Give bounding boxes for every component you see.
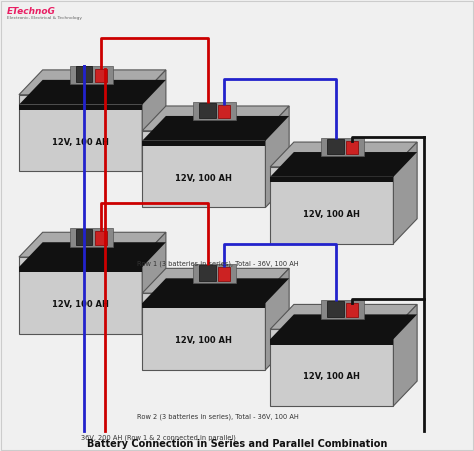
- Polygon shape: [142, 70, 166, 171]
- FancyBboxPatch shape: [200, 102, 216, 118]
- Polygon shape: [142, 303, 265, 308]
- Text: 12V, 100 AH: 12V, 100 AH: [52, 138, 109, 147]
- FancyBboxPatch shape: [346, 304, 358, 317]
- Polygon shape: [19, 242, 166, 267]
- FancyBboxPatch shape: [346, 141, 358, 154]
- FancyBboxPatch shape: [328, 301, 344, 317]
- FancyBboxPatch shape: [218, 105, 230, 118]
- Polygon shape: [270, 304, 417, 329]
- Polygon shape: [19, 80, 166, 105]
- Polygon shape: [142, 131, 265, 207]
- Text: Row 1 (3 batteries in series), Total - 36V, 100 AH: Row 1 (3 batteries in series), Total - 3…: [137, 261, 299, 267]
- Polygon shape: [142, 232, 166, 334]
- FancyBboxPatch shape: [95, 69, 107, 82]
- FancyBboxPatch shape: [76, 66, 92, 82]
- FancyBboxPatch shape: [193, 264, 236, 283]
- FancyBboxPatch shape: [95, 231, 107, 244]
- Text: 12V, 100 AH: 12V, 100 AH: [175, 336, 232, 345]
- FancyBboxPatch shape: [200, 265, 216, 281]
- Text: 12V, 100 AH: 12V, 100 AH: [175, 174, 232, 183]
- Polygon shape: [142, 141, 265, 146]
- FancyBboxPatch shape: [328, 138, 344, 154]
- Polygon shape: [142, 116, 289, 141]
- FancyBboxPatch shape: [70, 65, 113, 84]
- Polygon shape: [19, 232, 166, 257]
- Polygon shape: [19, 257, 142, 334]
- Text: ETechnoG: ETechnoG: [7, 7, 56, 16]
- Polygon shape: [270, 142, 417, 167]
- Polygon shape: [270, 167, 393, 244]
- Text: Electronic, Electrical & Technology: Electronic, Electrical & Technology: [7, 16, 82, 20]
- Polygon shape: [142, 293, 265, 370]
- FancyBboxPatch shape: [321, 300, 364, 319]
- Polygon shape: [19, 105, 142, 110]
- Polygon shape: [270, 152, 417, 177]
- Polygon shape: [142, 278, 289, 303]
- FancyBboxPatch shape: [70, 228, 113, 247]
- Text: Row 2 (3 batteries in series), Total - 36V, 100 AH: Row 2 (3 batteries in series), Total - 3…: [137, 414, 299, 420]
- FancyBboxPatch shape: [218, 267, 230, 281]
- FancyBboxPatch shape: [193, 101, 236, 120]
- Polygon shape: [142, 106, 289, 131]
- FancyBboxPatch shape: [76, 229, 92, 244]
- Text: 12V, 100 AH: 12V, 100 AH: [303, 372, 360, 381]
- Polygon shape: [19, 267, 142, 272]
- Polygon shape: [265, 106, 289, 207]
- Polygon shape: [19, 95, 142, 171]
- Polygon shape: [265, 268, 289, 370]
- Text: 36V, 200 AH (Row 1 & 2 connected in parallel): 36V, 200 AH (Row 1 & 2 connected in para…: [81, 434, 236, 441]
- Polygon shape: [270, 329, 393, 406]
- Polygon shape: [142, 268, 289, 293]
- Polygon shape: [393, 142, 417, 244]
- Polygon shape: [19, 70, 166, 95]
- Text: Battery Connection in Series and Parallel Combination: Battery Connection in Series and Paralle…: [87, 439, 387, 449]
- Polygon shape: [270, 339, 393, 345]
- Polygon shape: [393, 304, 417, 406]
- Text: 12V, 100 AH: 12V, 100 AH: [303, 210, 360, 219]
- Polygon shape: [270, 177, 393, 182]
- Text: 12V, 100 AH: 12V, 100 AH: [52, 300, 109, 309]
- Polygon shape: [270, 314, 417, 339]
- FancyBboxPatch shape: [321, 138, 364, 156]
